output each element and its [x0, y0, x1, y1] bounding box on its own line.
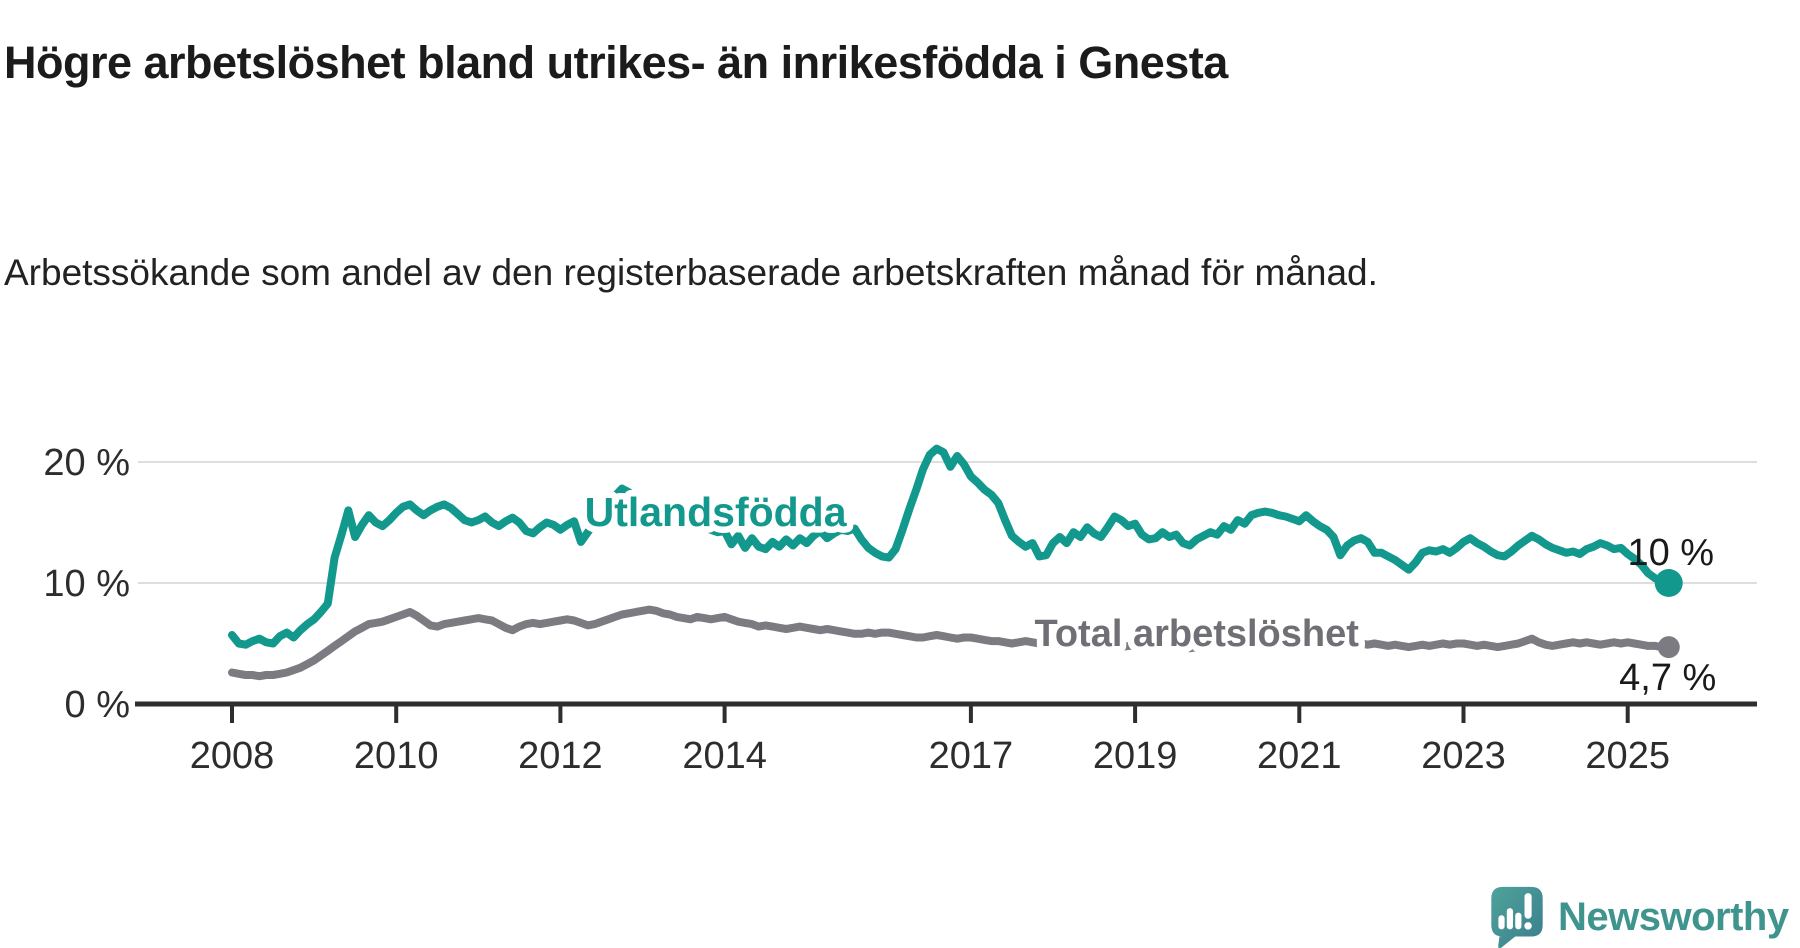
newsworthy-logo: Newsworthy	[1490, 886, 1789, 948]
series-layer	[228, 444, 1683, 681]
x-axis-label-2014: 2014	[682, 735, 767, 777]
x-axis-label-2025: 2025	[1585, 735, 1670, 777]
y-axis-label-20pct: 20 %	[43, 442, 130, 484]
bar-small	[1498, 915, 1505, 930]
series-end-dot-0	[1654, 569, 1683, 597]
exclamation-bar	[1524, 893, 1532, 919]
series-line-0	[228, 444, 1673, 649]
x-axis-label-2017: 2017	[929, 735, 1014, 777]
x-axis-label-2010: 2010	[354, 735, 439, 777]
axes-layer: 0 % 10 % 20 % 2008 2010 2012 2014 2017 2019 2021 2…	[43, 442, 1757, 777]
x-axis-label-2023: 2023	[1421, 735, 1506, 777]
end-value-label-utlandsfodda: 10 %	[1627, 532, 1714, 574]
newsworthy-wordmark: Newsworthy	[1558, 895, 1789, 939]
end-value-label-total: 4,7 %	[1619, 657, 1716, 699]
x-axis-label-2021: 2021	[1257, 735, 1342, 777]
newsworthy-speech-bubble-icon	[1491, 886, 1543, 948]
x-axis-label-2008: 2008	[190, 735, 275, 777]
x-axis-label-2012: 2012	[518, 735, 603, 777]
series-end-dot-1	[1657, 636, 1680, 659]
bar-tall	[1506, 908, 1514, 930]
x-axis-label-2019: 2019	[1093, 735, 1178, 777]
series-label-total-arbetsloshet: Total arbetslöshet	[1034, 613, 1359, 655]
series-label-utlandsfodda: Utlandsfödda	[585, 489, 848, 535]
y-axis-label-0pct: 0 %	[65, 684, 130, 726]
exclamation-dot	[1524, 922, 1532, 930]
chart-subtitle: Arbetssökande som andel av den registerb…	[4, 252, 1378, 293]
labels-layer: Utlandsfödda Total arbetslöshet 10 % 4,7…	[578, 483, 1716, 700]
series-line-1	[228, 605, 1673, 681]
bar-medium	[1515, 912, 1522, 930]
y-axis-label-10pct: 10 %	[43, 563, 130, 605]
page-title: Högre arbetslöshet bland utrikes- än inr…	[4, 37, 1228, 89]
